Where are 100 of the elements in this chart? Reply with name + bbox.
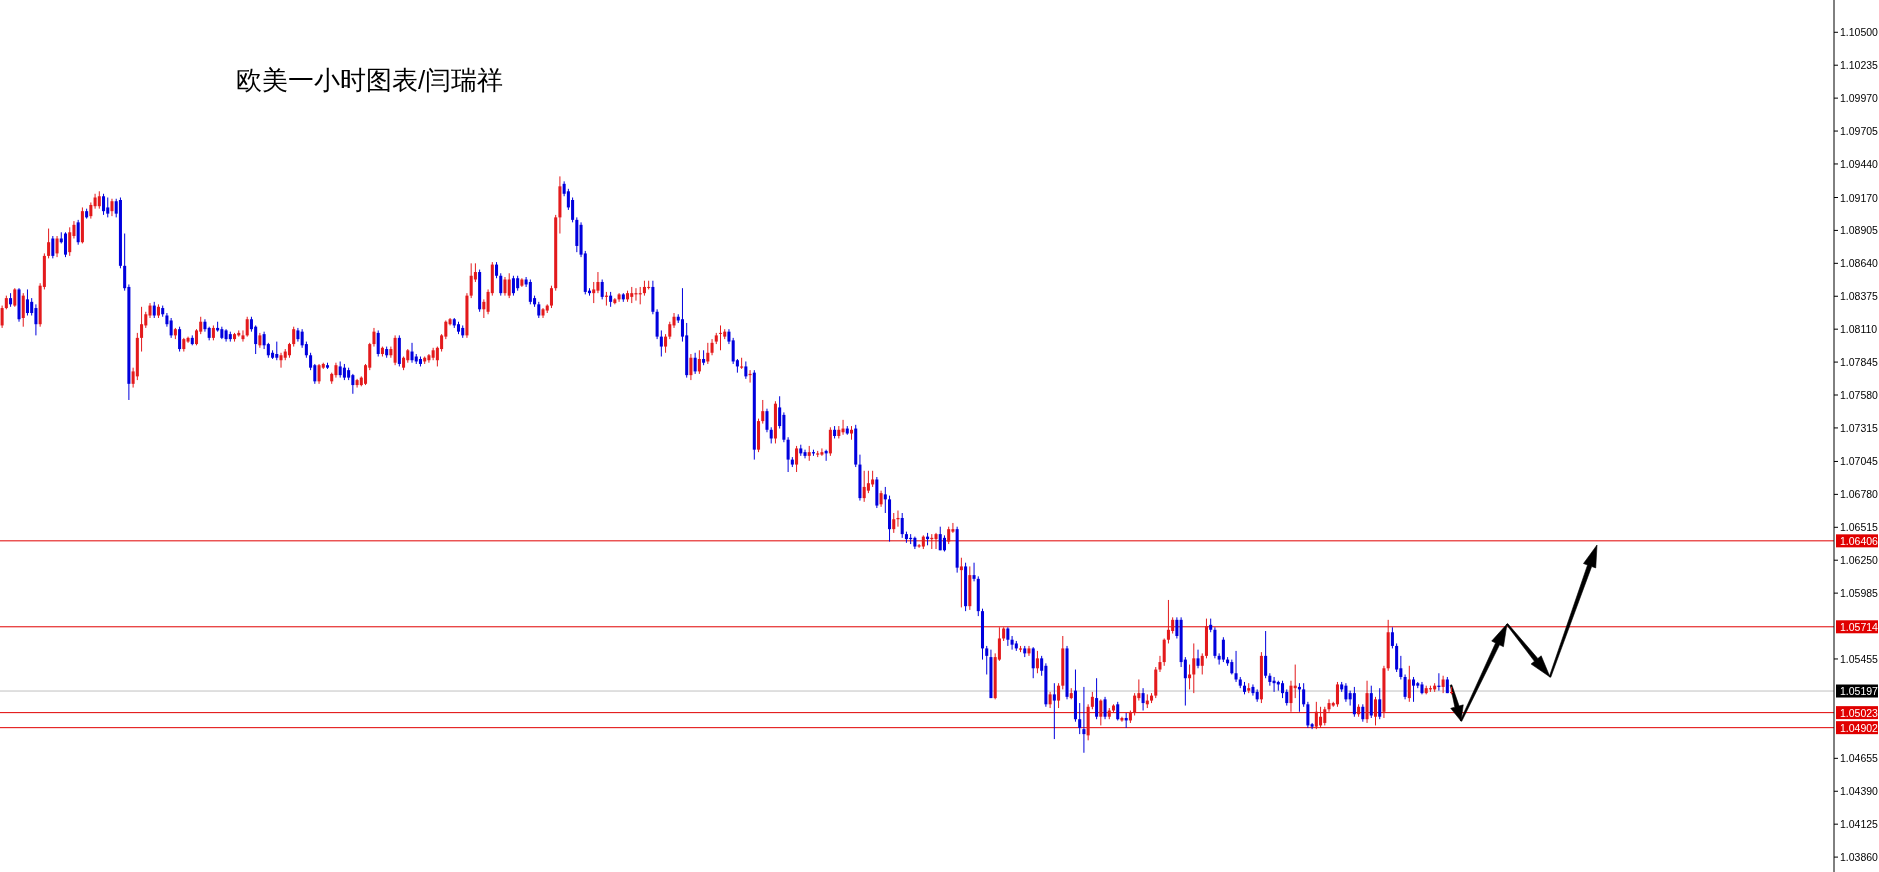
candlestick	[959, 557, 963, 608]
candlestick	[372, 327, 376, 348]
candlestick	[317, 363, 321, 385]
candlestick	[292, 326, 296, 348]
candlestick	[1082, 686, 1086, 754]
candlestick	[1099, 698, 1103, 726]
candlestick	[862, 470, 866, 503]
candlestick	[76, 219, 80, 246]
candlestick	[549, 285, 553, 309]
candlestick	[482, 298, 486, 319]
candlestick	[592, 281, 596, 304]
candlestick	[706, 342, 710, 365]
candlestick	[1302, 682, 1306, 708]
candlestick	[1390, 626, 1394, 649]
y-tick-label: 1.06250	[1840, 554, 1879, 567]
candlestick	[1078, 702, 1082, 735]
candlestick	[389, 346, 393, 359]
candlestick	[275, 341, 279, 361]
y-tick-label: 1.04125	[1840, 818, 1879, 831]
y-tick-label: 1.08110	[1840, 323, 1878, 336]
candlestick	[596, 271, 600, 294]
candlestick	[55, 235, 59, 258]
candlestick	[34, 303, 38, 336]
candlestick	[1234, 650, 1238, 683]
ref-line-label: 1.05197	[1840, 685, 1879, 698]
candlestick	[1035, 650, 1039, 674]
candlestick	[1412, 676, 1416, 703]
y-tick-label: 1.08375	[1840, 290, 1879, 303]
candlestick	[169, 317, 173, 339]
candlestick	[1319, 706, 1323, 729]
candlestick	[786, 436, 790, 473]
candlestick	[866, 470, 870, 494]
candlestick	[21, 292, 25, 328]
candlestick	[1306, 701, 1310, 729]
y-tick-label: 1.05455	[1840, 652, 1879, 665]
candlestick	[1369, 685, 1373, 719]
y-tick-label: 1.03860	[1840, 851, 1879, 864]
text: 欧美一小时图表/闫瑞祥	[236, 65, 504, 95]
candlestick	[1373, 696, 1378, 726]
candlestick	[1162, 637, 1166, 667]
candlestick	[1441, 675, 1445, 694]
candlestick	[1192, 642, 1196, 694]
candlestick	[1289, 680, 1293, 713]
y-tick-label: 1.07315	[1840, 421, 1879, 434]
candlestick	[744, 360, 748, 380]
y-tick-label: 1.04655	[1840, 752, 1879, 765]
candlestick	[1344, 682, 1348, 703]
candlestick	[203, 318, 207, 333]
candlestick	[25, 288, 29, 317]
y-tick-label: 1.10500	[1840, 26, 1879, 39]
y-tick-label: 1.09440	[1840, 157, 1879, 170]
y-tick-label: 1.06515	[1840, 521, 1879, 534]
candlestick	[1095, 677, 1099, 720]
candlestick	[693, 352, 697, 375]
candlestick	[1057, 682, 1061, 709]
candlestick	[241, 329, 245, 343]
candlestick	[1403, 674, 1407, 700]
candlestick	[1395, 642, 1399, 673]
candlestick	[410, 342, 414, 364]
candlestick	[761, 399, 765, 425]
candlestick	[503, 276, 507, 297]
candlestick	[1166, 599, 1170, 644]
candlestick	[634, 287, 638, 302]
candlestick	[1264, 630, 1268, 679]
candlestick	[376, 329, 380, 357]
candlestick	[0, 305, 4, 329]
candlestick	[1251, 683, 1255, 697]
candlestick	[102, 193, 106, 216]
y-tick-label: 1.08640	[1840, 257, 1879, 270]
ref-line-label: 1.06406	[1840, 534, 1879, 547]
candlestick	[93, 193, 97, 210]
candlestick	[1268, 672, 1272, 687]
candlestick	[1378, 687, 1382, 720]
candlestick	[1175, 616, 1179, 639]
candlestick	[600, 278, 604, 300]
y-tick-label: 1.07045	[1840, 455, 1879, 468]
candlestick	[1314, 701, 1318, 730]
candlestick	[1407, 665, 1411, 703]
y-tick-label: 1.09970	[1840, 92, 1879, 105]
candlestick	[1116, 701, 1120, 721]
candlestick	[106, 197, 110, 218]
candlestick	[883, 486, 887, 514]
candlestick	[659, 329, 663, 357]
candlestick	[934, 532, 938, 550]
candlestick	[1027, 645, 1031, 657]
candlestick	[1335, 681, 1339, 708]
candlestick	[469, 262, 473, 299]
candlestick	[1006, 626, 1010, 647]
candlestick	[892, 512, 896, 534]
candlestick	[68, 226, 72, 257]
ref-line-label: 1.04902	[1840, 721, 1879, 734]
candlestick	[245, 316, 249, 338]
candlestick	[1196, 649, 1200, 669]
y-tick-label: 1.08905	[1840, 224, 1879, 237]
candlestick	[900, 512, 904, 539]
candlestick	[140, 306, 144, 353]
candlestick	[63, 231, 68, 258]
y-tick-label: 1.07845	[1840, 356, 1879, 369]
candlestick	[795, 445, 799, 473]
candlestick	[985, 645, 989, 675]
